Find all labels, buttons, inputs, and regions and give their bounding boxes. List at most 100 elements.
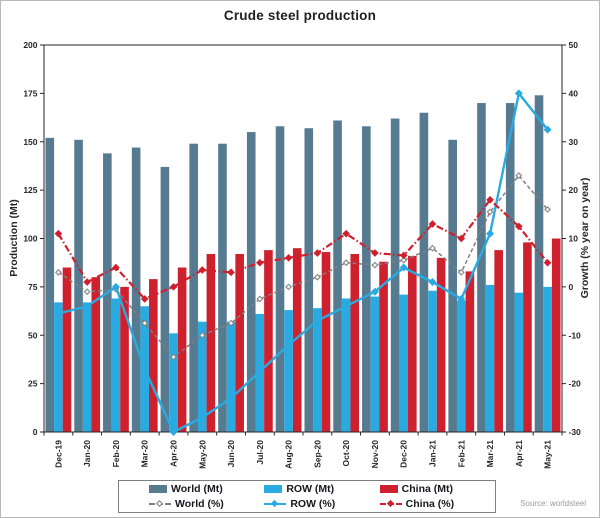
left-axis-tick-label: 75 [28,282,38,292]
line-row [58,92,549,434]
x-axis-label-jan-21: Jan-21 [428,440,438,467]
marker-row-may-21 [543,125,552,134]
row-bar-swatch-icon [264,485,283,494]
bar-world-mt-may-21 [534,95,544,432]
left-axis-tick-label: 50 [28,330,38,340]
marker-row-jan-21 [428,278,437,287]
left-axis-tick-label: 100 [23,234,37,244]
marker-china-may-21 [543,258,552,267]
marker-row-nov-20 [370,287,379,296]
x-axis-label-mar-21: Mar-21 [485,440,495,468]
line-world [57,174,549,358]
bar-china-mt-dec-19 [62,267,72,432]
bar-world-mt-sep-20 [304,128,314,432]
x-axis-label-may-21: May-21 [543,440,553,469]
x-axis-label-jan-20: Jan-20 [82,440,92,467]
marker-row-jul-20 [255,367,264,376]
marker-row-sep-20 [313,316,322,325]
bar-row-mt-oct-20 [341,298,351,432]
marker-china-may-20 [198,266,207,274]
left-axis-tick-label: 125 [23,185,37,195]
bar-row-mt-dec-19 [54,302,63,432]
bar-china-mt-may-20 [206,253,216,432]
bar-china-mt-jan-20 [91,277,101,432]
bar-world-mt-nov-20 [362,126,371,433]
marker-row-dec-20 [399,263,408,272]
left-axis-title: Production (Mt) [8,199,20,277]
left-axis-tick-label: 150 [23,137,37,147]
row-line-swatch-icon [264,499,287,509]
world-bar-swatch-icon [149,485,167,494]
bar-china-mt-feb-20 [120,286,129,433]
marker-china-feb-21 [457,234,466,243]
marker-world-jul-20 [256,295,264,303]
bar-china-mt-dec-20 [408,255,417,432]
bar-row-mt-sep-20 [313,308,322,432]
marker-row-mar-20 [140,365,149,374]
left-axis-tick-label: 175 [23,88,37,98]
marker-world-mar-21 [486,208,494,216]
marker-row-jun-20 [227,394,236,403]
bar-world-mt-mar-21 [477,103,486,433]
legend-label: ROW (%) [290,497,336,510]
marker-china-jun-20 [227,268,235,277]
marker-row-feb-21 [457,294,466,303]
marker-world-sep-20 [313,273,321,281]
bar-row-mt-dec-20 [399,294,409,432]
bar-world-mt-apr-21 [505,103,515,433]
marker-china-nov-20 [371,249,379,257]
china-bar-swatch-icon [379,485,398,494]
marker-world-mar-20 [141,319,149,327]
marker-world-oct-20 [342,259,350,267]
legend-label: China (Mt) [401,483,453,496]
marker-world-jan-21 [429,244,436,252]
legend-label: World (%) [175,497,224,510]
right-axis-tick-label: 50 [569,40,579,50]
marker-china-dec-20 [399,251,408,260]
china-line-swatch-icon [379,499,402,509]
marker-world-dec-19 [54,268,62,276]
marker-china-sep-20 [313,249,322,257]
left-axis-tick-label: 25 [28,379,38,389]
right-axis-tick-label: 40 [569,88,579,98]
bar-row-mt-may-20 [197,321,207,432]
marker-world-apr-21 [515,172,523,180]
bar-world-mt-jan-21 [419,112,429,432]
marker-world-nov-20 [371,261,379,269]
marker-china-apr-21 [515,222,523,231]
right-axis-tick-label: 30 [569,137,579,147]
right-axis-tick-label: -20 [569,379,582,389]
bar-row-mt-jun-20 [226,321,236,432]
bar-china-mt-jun-20 [235,253,244,432]
chart-title: Crude steel production [223,8,377,23]
bar-row-mt-mar-21 [485,284,495,432]
marker-world-jun-20 [227,319,235,327]
bar-row-mt-may-21 [543,286,552,433]
bar-china-mt-may-21 [551,238,561,432]
bar-china-mt-oct-20 [350,253,360,432]
bar-world-mt-may-20 [189,143,198,432]
bar-china-mt-feb-21 [465,271,475,432]
bar-china-mt-jul-20 [264,250,273,432]
marker-world-feb-21 [457,268,465,276]
legend-item-world-pct: World (%) [149,497,264,511]
source-note: Source: worldsteel [520,499,586,508]
marker-china-oct-20 [342,229,350,238]
marker-row-apr-21 [514,89,523,98]
marker-row-mar-21 [486,229,495,238]
right-axis-tick-label: 0 [569,282,574,292]
x-axis-label-apr-20: Apr-20 [169,440,179,467]
bar-world-mt-dec-19 [45,137,55,432]
bar-world-mt-oct-20 [333,120,342,432]
legend-item-china-mt: China (Mt) [379,482,495,496]
marker-china-jan-21 [428,220,437,228]
right-axis-tick-label: 10 [569,234,579,244]
bar-row-mt-apr-20 [169,333,178,432]
bar-world-mt-jun-20 [218,143,227,432]
marker-row-jan-20 [83,302,92,311]
x-axis-label-feb-20: Feb-20 [111,440,121,468]
x-axis-label-feb-21: Feb-21 [456,440,466,468]
bar-row-mt-jan-20 [82,302,92,432]
legend-item-world-mt: World (Mt) [149,482,264,496]
marker-row-may-20 [198,413,207,422]
